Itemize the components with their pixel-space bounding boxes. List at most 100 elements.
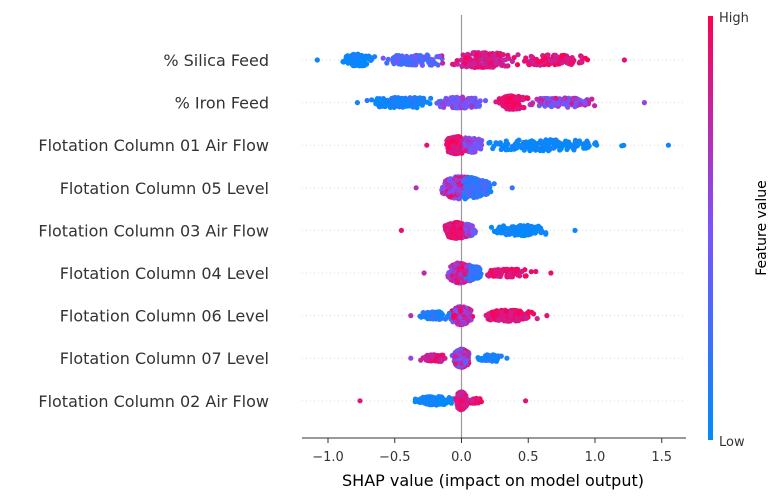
shap-point — [457, 271, 463, 277]
shap-point — [557, 57, 563, 63]
shap-point — [459, 349, 465, 355]
shap-point — [441, 191, 447, 197]
shap-point — [419, 56, 425, 62]
shap-point — [509, 58, 515, 64]
shap-point — [494, 228, 500, 234]
shap-point — [538, 100, 544, 106]
shap-point — [589, 96, 595, 102]
shap-point — [368, 57, 374, 64]
shap-point — [448, 193, 454, 199]
shap-point — [477, 52, 483, 59]
shap-point — [463, 100, 469, 106]
shap-point — [413, 185, 419, 191]
shap-point — [424, 312, 430, 318]
shap-point — [411, 102, 417, 108]
shap-point — [469, 103, 475, 109]
shap-point — [438, 352, 444, 358]
shap-point — [463, 104, 469, 110]
shap-point — [459, 398, 465, 404]
shap-point — [619, 143, 625, 149]
shap-point — [369, 97, 375, 103]
shap-point — [525, 222, 531, 228]
colorbar-title: Feature value — [754, 180, 770, 276]
x-tick-label: 1.0 — [585, 450, 606, 465]
shap-point — [509, 185, 515, 191]
shap-point — [505, 318, 511, 324]
shap-point — [508, 230, 514, 237]
shap-point — [572, 227, 578, 233]
feature-label: Flotation Column 04 Level — [60, 264, 269, 283]
shap-point — [391, 61, 397, 67]
shap-point — [482, 181, 488, 187]
shap-point — [553, 95, 559, 102]
shap-point — [402, 95, 408, 101]
shap-point — [488, 224, 495, 230]
shap-point — [522, 58, 529, 64]
shap-point — [524, 95, 530, 101]
shap-point — [488, 267, 494, 274]
shap-point — [419, 62, 425, 68]
shap-point — [424, 142, 430, 148]
shap-point — [440, 60, 446, 66]
shap-point — [464, 223, 470, 229]
shap-point — [541, 146, 548, 152]
shap-point — [468, 99, 474, 105]
shap-point — [455, 319, 461, 325]
shap-point — [456, 265, 462, 271]
shap-point — [529, 101, 535, 108]
shap-point — [430, 57, 436, 63]
shap-point — [546, 139, 552, 145]
shap-point — [411, 95, 417, 101]
shap-point — [552, 57, 558, 63]
shap-point — [453, 261, 459, 267]
shap-point — [491, 181, 497, 187]
shap-point — [421, 270, 427, 276]
shap-point — [439, 101, 446, 107]
shap-point — [539, 142, 545, 148]
shap-point — [468, 149, 474, 155]
x-axis-title: SHAP value (impact on model output) — [342, 471, 644, 490]
shap-point — [665, 142, 672, 148]
shap-point — [449, 138, 455, 144]
shap-point — [543, 231, 549, 237]
shap-point — [484, 355, 490, 361]
shap-point — [457, 186, 463, 192]
shap-point — [500, 52, 506, 58]
shap-point — [553, 52, 559, 59]
shap-point — [314, 57, 320, 63]
shap-point — [446, 396, 452, 403]
shap-point — [533, 228, 539, 235]
shap-point — [526, 61, 532, 67]
shap-point — [445, 183, 451, 189]
shap-point — [514, 62, 521, 68]
x-axis-ticks: −1.0 −0.5 0.0 0.5 1.0 1.5 — [312, 438, 672, 465]
shap-point — [482, 187, 488, 193]
shap-point — [434, 100, 440, 106]
shap-point — [544, 313, 550, 319]
shap-point — [551, 137, 557, 144]
shap-point — [530, 145, 536, 151]
shap-point — [530, 140, 536, 146]
shap-point — [491, 356, 497, 362]
shap-point — [385, 56, 391, 63]
shap-point — [412, 54, 418, 60]
shap-point — [452, 312, 458, 318]
feature-label: Flotation Column 03 Air Flow — [38, 221, 269, 240]
x-tick-label: −1.0 — [312, 450, 344, 465]
shap-point — [474, 194, 480, 200]
feature-label: Flotation Column 02 Air Flow — [38, 392, 269, 411]
shap-point — [446, 222, 452, 228]
shap-point — [504, 355, 510, 361]
shap-point — [345, 58, 351, 64]
shap-point — [483, 50, 489, 56]
shap-point — [462, 359, 468, 366]
shap-point — [500, 62, 506, 68]
shap-point — [454, 177, 460, 183]
shap-point — [450, 61, 456, 67]
shap-point — [464, 310, 470, 316]
shap-point — [538, 228, 545, 234]
shap-point — [416, 399, 422, 405]
feature-label: Flotation Column 01 Air Flow — [38, 136, 269, 155]
shap-point — [352, 55, 358, 61]
